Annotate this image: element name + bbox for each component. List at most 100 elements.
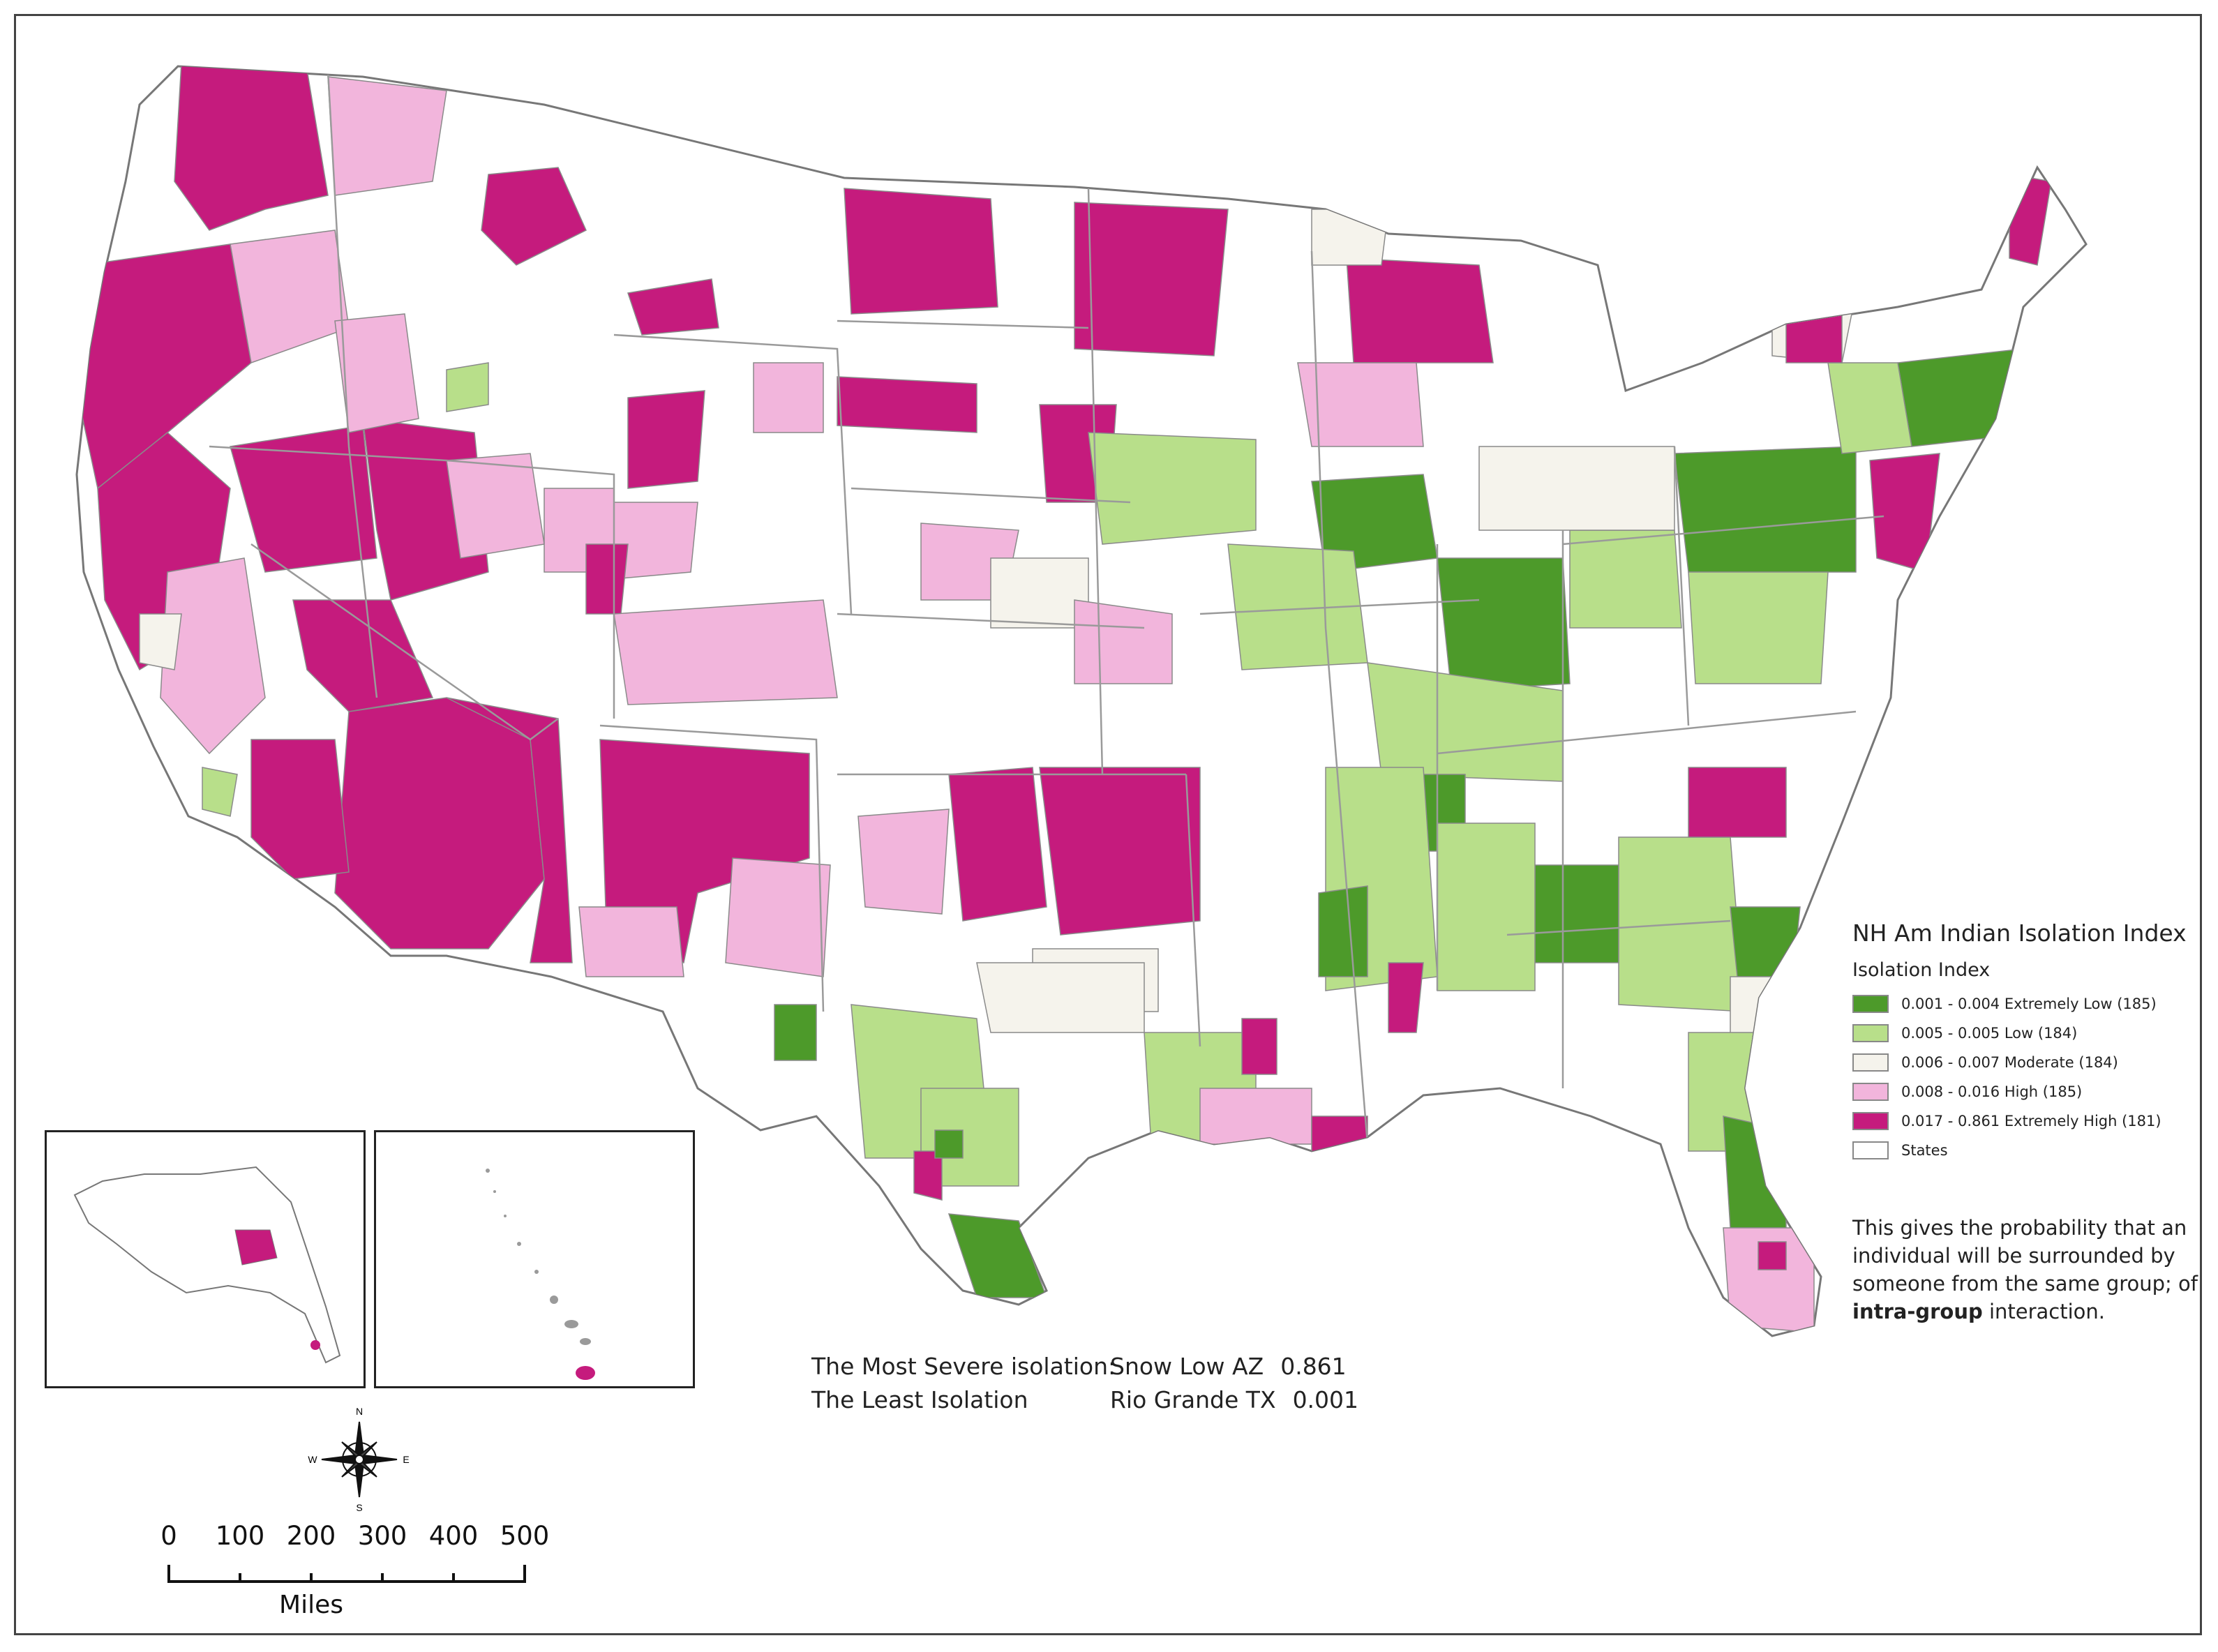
county-region — [1318, 885, 1368, 977]
scale-bar: 0 100 200 300 400 500 Miles — [140, 1521, 572, 1619]
scale-tick-label: 0 — [160, 1521, 177, 1551]
county-region — [837, 376, 977, 433]
legend-swatch — [1852, 1024, 1889, 1042]
note-bold-term: intra-group — [1852, 1300, 1983, 1323]
legend-entries: 0.001 - 0.004 Extremely Low (185) 0.005 -… — [1852, 989, 2201, 1165]
county-region — [725, 857, 831, 977]
legend-entry: 0.008 - 0.016 High (185) — [1852, 1077, 2201, 1106]
county-region — [139, 613, 182, 670]
county-region — [327, 76, 447, 196]
county-region — [1039, 767, 1201, 936]
county-region — [334, 697, 545, 949]
county-region — [857, 809, 950, 915]
legend-entry: 0.005 - 0.005 Low (184) — [1852, 1019, 2201, 1048]
legend-label: States — [1901, 1142, 1948, 1159]
alaska-inset — [45, 1130, 366, 1388]
isolation-extremes: The Most Severe isolation: Snow Low AZ 0… — [811, 1350, 1358, 1417]
legend-label: 0.017 - 0.861 Extremely High (181) — [1901, 1113, 2161, 1129]
most-severe-row: The Most Severe isolation: Snow Low AZ 0… — [811, 1350, 1358, 1383]
least-row: The Least Isolation Rio Grande TX 0.001 — [811, 1383, 1358, 1417]
county-region — [1311, 209, 1389, 266]
least-label: The Least Isolation — [811, 1386, 1028, 1413]
county-region — [976, 962, 1145, 1033]
county-region — [1437, 557, 1571, 691]
compass-w: W — [308, 1454, 317, 1465]
county-region — [1346, 257, 1494, 363]
county-region — [1730, 906, 1801, 977]
county-region — [1758, 1241, 1787, 1270]
county-region — [1297, 362, 1424, 447]
county-region — [1869, 453, 1940, 573]
scale-tick-label: 300 — [357, 1521, 407, 1551]
county-region — [1199, 1088, 1312, 1145]
county-region — [334, 313, 419, 433]
county-region — [913, 1150, 943, 1201]
map-note: This gives the probability that an indiv… — [1852, 1214, 2201, 1326]
scale-tick-label: 500 — [500, 1521, 550, 1551]
legend-entry: States — [1852, 1136, 2201, 1165]
state-boundaries — [209, 69, 1884, 1145]
county-region — [1241, 1018, 1277, 1075]
most-severe-value: 0.861 — [1280, 1353, 1347, 1380]
county-region — [1674, 446, 1857, 573]
legend-subtitle: Isolation Index — [1852, 959, 1991, 981]
county-region — [613, 599, 838, 705]
legend-label: 0.006 - 0.007 Moderate (184) — [1901, 1054, 2118, 1071]
legend-swatch — [1852, 1083, 1889, 1101]
legend-swatch — [1852, 1112, 1889, 1130]
least-value: 0.001 — [1292, 1386, 1359, 1413]
county-region — [1074, 599, 1173, 684]
county-region — [1074, 202, 1229, 356]
county-classes — [77, 66, 2052, 1333]
county-region — [990, 557, 1089, 629]
county-region — [1688, 767, 1787, 838]
county-region — [1388, 962, 1424, 1033]
legend-title: NH Am Indian Isolation Index — [1852, 919, 2187, 947]
county-region — [1437, 823, 1536, 991]
scale-tick-label: 100 — [215, 1521, 265, 1551]
scale-tick-label: 400 — [428, 1521, 479, 1551]
legend-label: 0.008 - 0.016 High (185) — [1901, 1083, 2083, 1100]
map-legend: NH Am Indian Isolation Index Isolation I… — [1852, 919, 2201, 1165]
legend-entry: 0.001 - 0.004 Extremely Low (185) — [1852, 989, 2201, 1019]
scale-bar-line — [167, 1565, 526, 1583]
compass-rose-icon: N S W E — [308, 1406, 409, 1513]
scale-tick-label: 200 — [286, 1521, 336, 1551]
county-region — [230, 425, 377, 573]
hawaii-inset — [374, 1130, 695, 1388]
compass-n: N — [356, 1406, 363, 1417]
county-region — [481, 167, 587, 266]
legend-swatch — [1852, 995, 1889, 1013]
alaska-landmass — [73, 1166, 341, 1364]
most-severe-label: The Most Severe isolation: — [811, 1353, 1116, 1380]
compass-s: S — [356, 1502, 362, 1513]
legend-label: 0.001 - 0.004 Extremely Low (185) — [1901, 996, 2157, 1012]
most-severe-place: Snow Low AZ — [1110, 1353, 1264, 1380]
county-region — [1827, 362, 1912, 454]
note-text: This gives the probability that an indiv… — [1852, 1216, 2198, 1296]
county-region — [202, 767, 238, 817]
scale-unit-label: Miles — [279, 1591, 343, 1619]
map-frame — [14, 14, 2202, 1635]
least-place: Rio Grande TX — [1110, 1386, 1276, 1413]
county-region — [934, 1129, 964, 1159]
hawaii-map — [486, 1169, 595, 1380]
county-region — [1534, 864, 1619, 963]
county-region — [310, 1340, 320, 1350]
county-region — [1785, 306, 1843, 363]
alaska-map — [73, 1166, 341, 1364]
legend-entry: 0.017 - 0.861 Extremely High (181) — [1852, 1106, 2201, 1136]
compass-e: E — [403, 1454, 409, 1465]
legend-swatch — [1852, 1141, 1889, 1159]
county-region — [1688, 571, 1829, 684]
county-region — [1088, 432, 1257, 545]
contiguous-us-landmass — [75, 65, 2088, 1337]
county-region — [844, 188, 998, 315]
county-region — [446, 362, 489, 412]
county-region — [1311, 1116, 1368, 1159]
county-region — [292, 599, 434, 712]
county-region — [1897, 348, 2038, 447]
county-region — [578, 906, 684, 977]
county-region — [627, 278, 719, 336]
